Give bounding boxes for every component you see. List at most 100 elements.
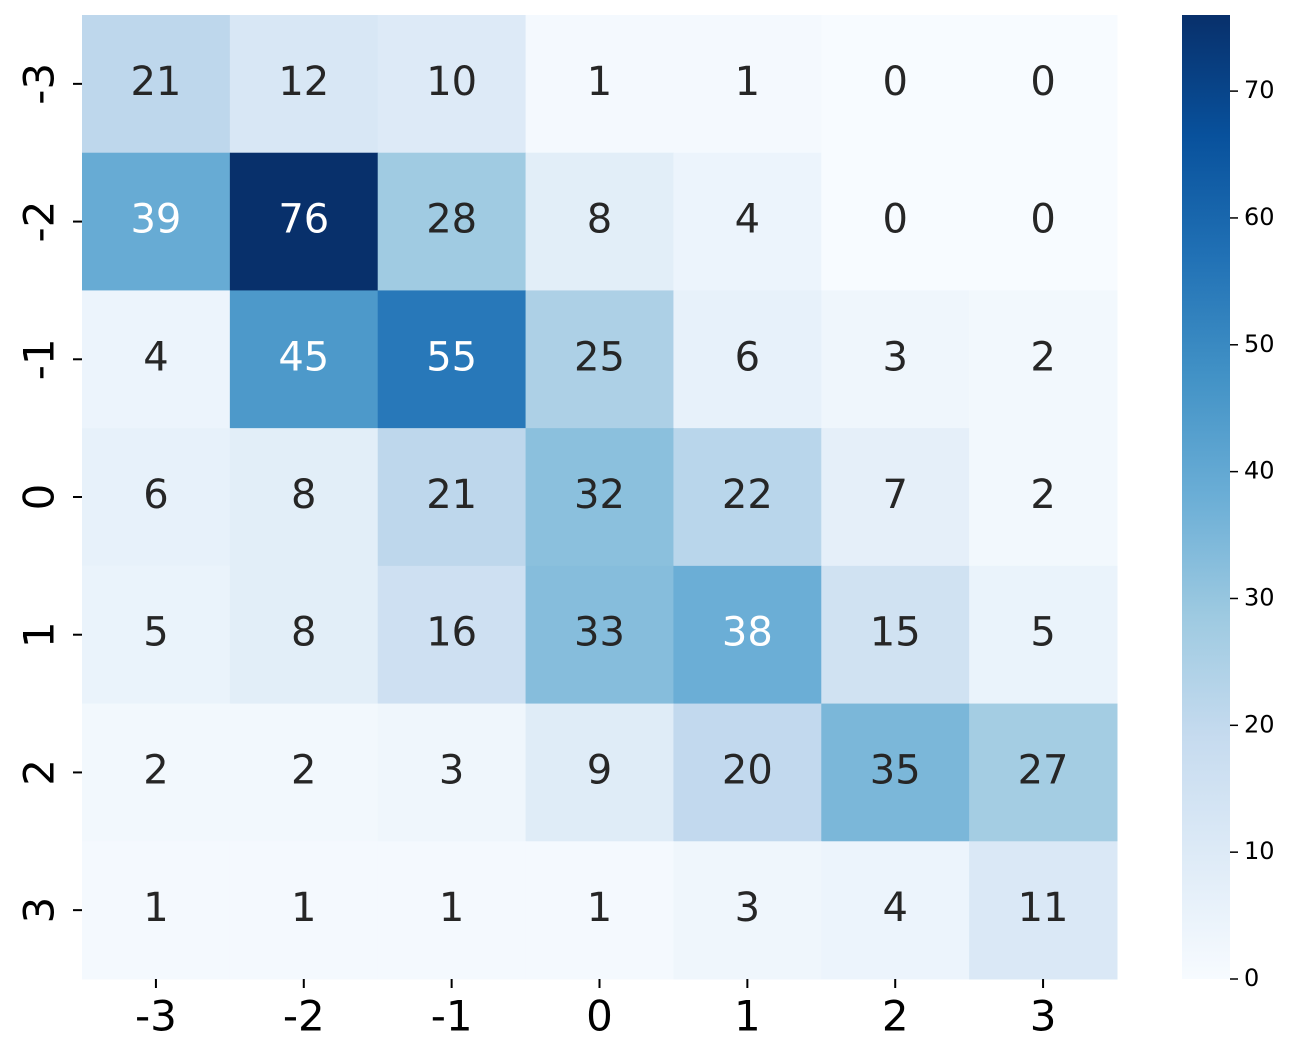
cell-label: 0: [1030, 59, 1055, 105]
cell-label: 1: [439, 885, 464, 931]
cell-label: 32: [574, 472, 625, 518]
colorbar-tick-label: 50: [1244, 330, 1275, 358]
cell-label: 1: [143, 885, 168, 931]
cell-label: 7: [882, 472, 907, 518]
cell: [377, 15, 527, 154]
cell-label: 10: [426, 59, 477, 105]
cell: [525, 15, 674, 154]
cell: [82, 428, 231, 567]
cell: [229, 565, 379, 705]
cell-label: 4: [882, 885, 907, 931]
cell-label: 33: [574, 610, 625, 656]
cell: [525, 565, 674, 705]
cell: [969, 841, 1118, 980]
colorbar-tick-label: 0: [1244, 964, 1259, 992]
y-tick-label: 3: [15, 897, 64, 924]
cell-label: 2: [291, 747, 316, 793]
cell-label: 4: [143, 334, 168, 380]
cell-label: 3: [735, 885, 760, 931]
cell-label: 27: [1018, 747, 1069, 793]
y-tick-label: 1: [15, 621, 64, 648]
colorbar-tick-label: 30: [1244, 583, 1275, 611]
cell-label: 3: [439, 747, 464, 793]
cell-label: 11: [1018, 885, 1069, 931]
cell: [525, 152, 674, 291]
cell: [229, 290, 379, 429]
cell: [821, 703, 970, 842]
cell: [525, 841, 674, 980]
cell-label: 1: [291, 885, 316, 931]
cell: [377, 428, 527, 567]
cell: [229, 841, 379, 980]
y-tick-label: -1: [15, 338, 64, 380]
cell: [673, 565, 822, 705]
y-tick-label: 0: [15, 484, 64, 511]
cell: [377, 841, 527, 980]
x-tick-label: 3: [1030, 992, 1057, 1041]
cell-label: 35: [870, 747, 921, 793]
cell: [969, 428, 1118, 567]
cell: [821, 15, 970, 154]
cell-label: 2: [1030, 472, 1055, 518]
cell-label: 9: [587, 747, 612, 793]
cell: [673, 703, 822, 842]
cell-label: 38: [722, 610, 773, 656]
cell-label: 28: [426, 197, 477, 243]
x-tick-label: 1: [734, 992, 761, 1041]
colorbar-tick-label: 20: [1244, 710, 1275, 738]
cell-label: 55: [426, 334, 477, 380]
cell: [673, 15, 822, 154]
cell-label: 2: [1030, 334, 1055, 380]
cell-label: 6: [735, 334, 760, 380]
y-tick-label: -2: [15, 201, 64, 243]
cell: [673, 152, 822, 291]
x-tick-label: -2: [283, 992, 325, 1041]
cell: [821, 428, 970, 567]
cell: [821, 152, 970, 291]
cell: [969, 703, 1118, 842]
cell: [525, 703, 674, 842]
cell: [229, 15, 379, 154]
cell-label: 16: [426, 610, 477, 656]
cell: [82, 565, 231, 705]
cell-label: 6: [143, 472, 168, 518]
colorbar-tick-label: 40: [1244, 457, 1275, 485]
cell: [821, 290, 970, 429]
cell: [82, 703, 231, 842]
cell: [525, 290, 674, 429]
cell: [525, 428, 674, 567]
colorbar-tick-label: 70: [1244, 76, 1275, 104]
y-tick-label: 2: [15, 759, 64, 786]
cell-label: 0: [882, 59, 907, 105]
cell-label: 22: [722, 472, 773, 518]
cell-label: 3: [882, 334, 907, 380]
x-tick-label: 0: [586, 992, 613, 1041]
cell: [673, 290, 822, 429]
cell: [377, 565, 527, 705]
cell-label: 1: [587, 59, 612, 105]
cell-label: 2: [143, 747, 168, 793]
cell-label: 20: [722, 747, 773, 793]
cell-label: 25: [574, 334, 625, 380]
cell-label: 21: [426, 472, 477, 518]
x-tick-label: 2: [882, 992, 909, 1041]
colorbar-tick-label: 10: [1244, 837, 1275, 865]
cell-label: 45: [278, 334, 329, 380]
cell-label: 8: [587, 197, 612, 243]
cell-label: 15: [870, 610, 921, 656]
cell: [229, 703, 379, 842]
cell-label: 5: [1030, 610, 1055, 656]
cell: [82, 152, 231, 291]
cell: [969, 152, 1118, 291]
cell: [229, 152, 379, 291]
cell-label: 0: [882, 197, 907, 243]
cell: [969, 290, 1118, 429]
cell-label: 8: [291, 472, 316, 518]
cell: [82, 15, 231, 154]
cell: [969, 565, 1118, 705]
cell: [82, 290, 231, 429]
cell: [821, 565, 970, 705]
cell: [821, 841, 970, 980]
cell-label: 12: [278, 59, 329, 105]
